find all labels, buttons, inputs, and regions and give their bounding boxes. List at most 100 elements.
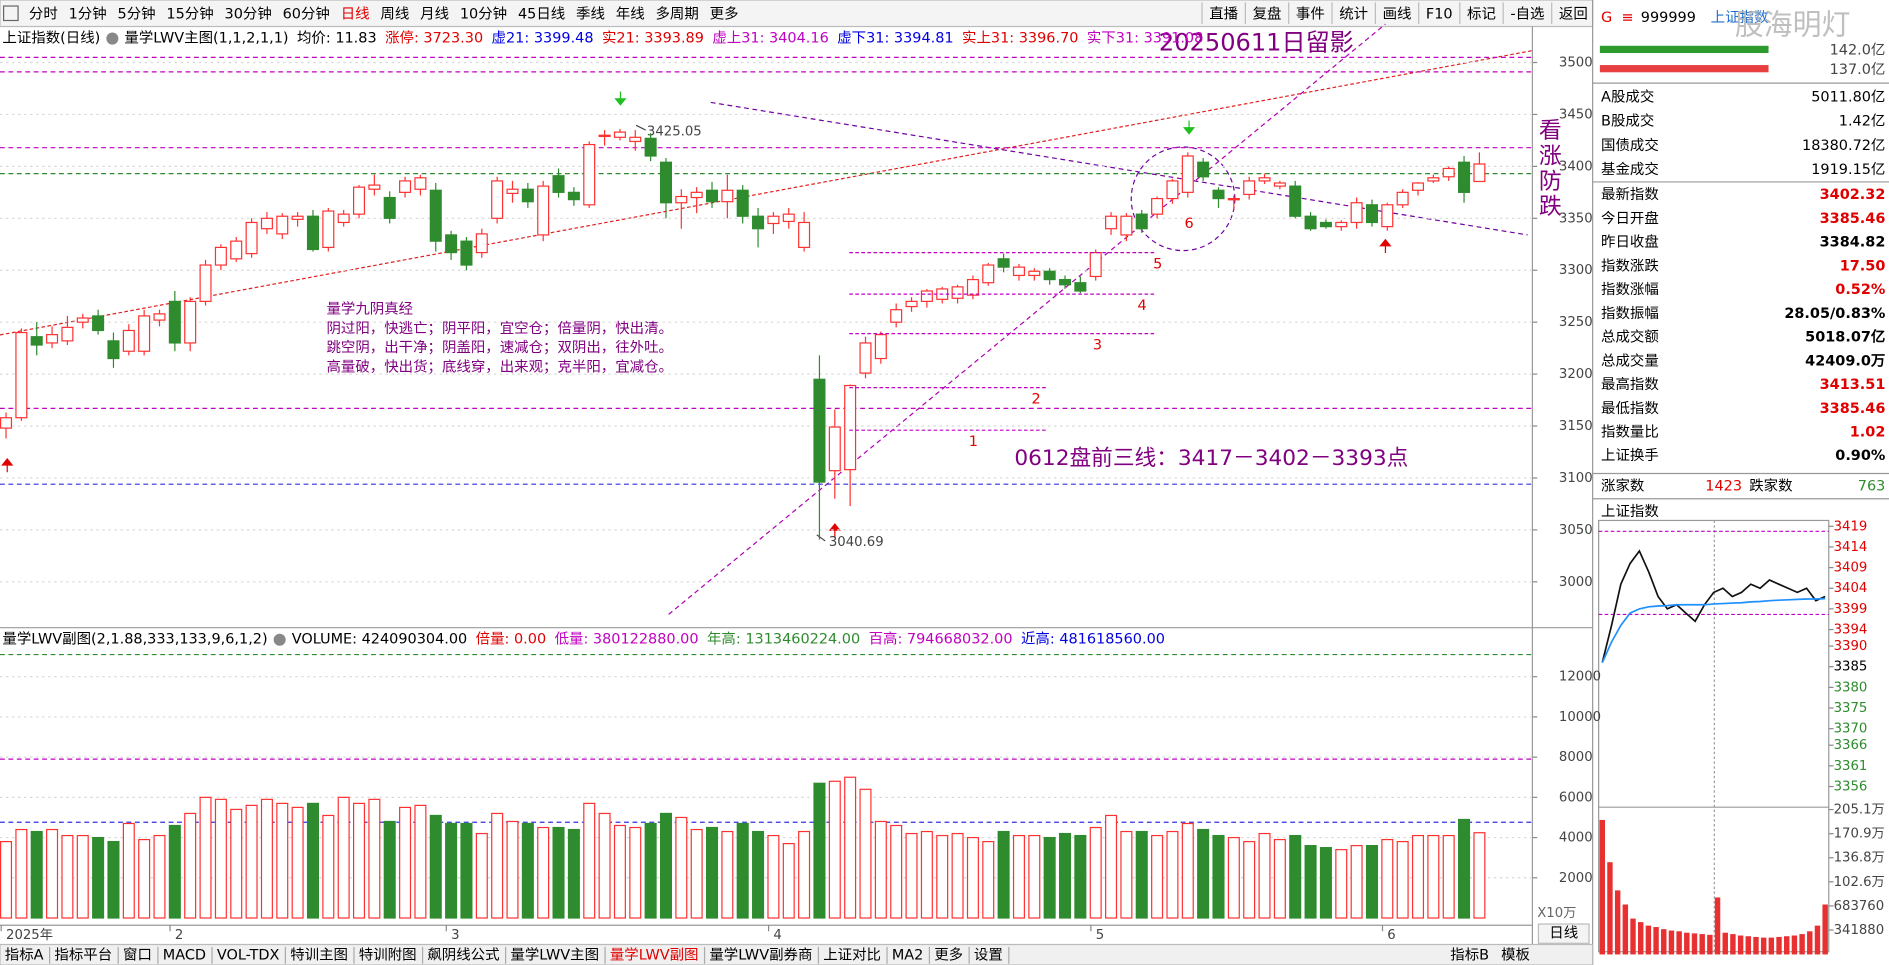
volume-bar bbox=[997, 830, 1010, 919]
volume-bar bbox=[552, 826, 565, 919]
toolbar-button[interactable]: 画线 bbox=[1383, 5, 1412, 22]
toggle-icon[interactable] bbox=[273, 633, 286, 646]
volume-bar bbox=[30, 830, 43, 919]
volume-bar bbox=[0, 840, 13, 919]
axis-period[interactable]: 日线 bbox=[1549, 925, 1578, 942]
indicator: 百高: 794668032.00 bbox=[869, 631, 1013, 648]
volume-bar bbox=[1151, 834, 1164, 919]
volume-bar bbox=[659, 812, 672, 919]
quote-value: 0.90% bbox=[1835, 448, 1885, 464]
period-tab[interactable]: 多周期 bbox=[655, 5, 698, 22]
quote-label: 国债成交 bbox=[1601, 136, 1659, 154]
candle-body bbox=[598, 134, 611, 138]
period-tab[interactable]: 更多 bbox=[710, 5, 739, 22]
period-tab[interactable]: 月线 bbox=[420, 5, 449, 22]
volume-bar bbox=[1661, 929, 1667, 955]
y-tick-label: 3370 bbox=[1834, 722, 1868, 737]
bottom-tab[interactable]: 量学LWV主图 bbox=[510, 946, 599, 963]
amount-bar bbox=[1599, 65, 1769, 73]
period-tab[interactable]: 15分钟 bbox=[166, 5, 213, 22]
bottom-tab[interactable]: 上证对比 bbox=[823, 946, 881, 963]
breadth-value: 1423 bbox=[1705, 479, 1742, 495]
bottom-tab[interactable]: 窗口 bbox=[123, 945, 152, 963]
period-tab[interactable]: 1分钟 bbox=[69, 5, 107, 22]
bottom-tab[interactable]: 特训主图 bbox=[290, 946, 348, 963]
y-tick-label: 3356 bbox=[1834, 780, 1868, 795]
quote-value: 28.05/0.83% bbox=[1784, 306, 1885, 322]
price-line bbox=[1601, 597, 1826, 663]
period-box[interactable] bbox=[1537, 923, 1590, 944]
candle-body bbox=[1151, 197, 1164, 215]
bottom-tab[interactable]: MA2 bbox=[892, 947, 924, 963]
volume-bar bbox=[705, 826, 719, 919]
period-tab[interactable]: 5分钟 bbox=[118, 5, 156, 22]
period-tab[interactable]: 季线 bbox=[576, 5, 605, 22]
toolbar-button[interactable]: 复盘 bbox=[1253, 4, 1282, 22]
candle-body bbox=[521, 188, 534, 203]
menu-icon[interactable]: ≡ bbox=[1622, 10, 1634, 26]
candle-body bbox=[613, 131, 626, 138]
bottom-tab[interactable]: 特训附图 bbox=[359, 946, 417, 963]
volume-bar bbox=[1365, 845, 1378, 919]
bottom-tab[interactable]: MACD bbox=[163, 947, 206, 963]
period-tab[interactable]: 日线 bbox=[341, 5, 370, 22]
volume-bar bbox=[291, 806, 304, 919]
candle-body bbox=[1365, 204, 1378, 224]
period-tab[interactable]: 周线 bbox=[380, 5, 409, 22]
period-tab[interactable]: 60分钟 bbox=[283, 5, 330, 22]
y-tick-label: 10000 bbox=[1559, 710, 1601, 725]
indicator: 涨停: 3723.30 bbox=[385, 30, 483, 47]
period-tab[interactable]: 30分钟 bbox=[225, 5, 272, 22]
volume-bar bbox=[245, 804, 258, 919]
volume-bar bbox=[1350, 845, 1363, 919]
price-line bbox=[1601, 549, 1826, 663]
bottom-tab[interactable]: 指标A bbox=[5, 946, 44, 963]
volume-bar bbox=[1335, 849, 1348, 919]
bottom-tab[interactable]: 更多 bbox=[934, 946, 963, 963]
toolbar-button[interactable]: -自选 bbox=[1510, 5, 1544, 22]
step-label: 6 bbox=[1184, 216, 1193, 232]
volume-bar bbox=[184, 812, 197, 919]
bottom-tab[interactable]: 量学LWV副图 bbox=[610, 946, 699, 963]
toolbar-button[interactable]: 事件 bbox=[1296, 5, 1325, 22]
toolbar-button[interactable]: 返回 bbox=[1559, 5, 1588, 22]
watermark: 股海明灯 bbox=[1735, 8, 1851, 42]
volume-bar bbox=[1668, 930, 1675, 955]
bottom-tab[interactable]: 指标平台 bbox=[54, 946, 112, 963]
trend-line bbox=[0, 50, 1533, 336]
candle-body bbox=[767, 215, 780, 225]
period-tab[interactable]: 年线 bbox=[616, 5, 645, 22]
period-tab[interactable]: 分时 bbox=[29, 5, 58, 22]
candle-body bbox=[844, 384, 857, 471]
bottom-tab[interactable]: 量学LWV副券商 bbox=[709, 946, 812, 963]
period-tab[interactable]: 10分钟 bbox=[460, 5, 507, 22]
volume-bar bbox=[1745, 936, 1752, 955]
volume-bar bbox=[1699, 934, 1705, 955]
candle-body bbox=[1381, 204, 1394, 228]
bottom-tab[interactable]: 飙阴线公式 bbox=[427, 946, 499, 963]
volume-bar bbox=[1427, 834, 1440, 919]
low-label: 3040.69 bbox=[829, 535, 884, 550]
toolbar-button[interactable]: 标记 bbox=[1467, 5, 1496, 22]
toolbar-button[interactable]: 直播 bbox=[1209, 5, 1238, 22]
candle-body bbox=[399, 180, 412, 193]
quote-label: 最低指数 bbox=[1601, 400, 1659, 417]
toolbar-button[interactable]: F10 bbox=[1426, 6, 1453, 22]
label-pointer bbox=[635, 124, 646, 131]
toggle-icon[interactable] bbox=[106, 32, 119, 45]
bottom-tab[interactable]: 指标B bbox=[1450, 946, 1489, 963]
toolbar-button[interactable]: 统计 bbox=[1339, 5, 1368, 22]
bottom-tab[interactable]: VOL-TDX bbox=[217, 947, 280, 963]
candle-body bbox=[245, 221, 258, 255]
period-tab[interactable]: 45日线 bbox=[518, 5, 565, 22]
y-tick-label: 3361 bbox=[1834, 759, 1868, 774]
candle-body bbox=[1227, 197, 1240, 201]
breadth-value: 763 bbox=[1858, 479, 1886, 495]
menu-icon[interactable] bbox=[3, 5, 19, 22]
volume-bar bbox=[1411, 834, 1425, 919]
bottom-tab[interactable]: 设置 bbox=[974, 946, 1003, 963]
volume-bar bbox=[1396, 840, 1409, 919]
bottom-tab[interactable]: 模板 bbox=[1501, 945, 1530, 963]
volume-bar bbox=[1707, 934, 1713, 955]
